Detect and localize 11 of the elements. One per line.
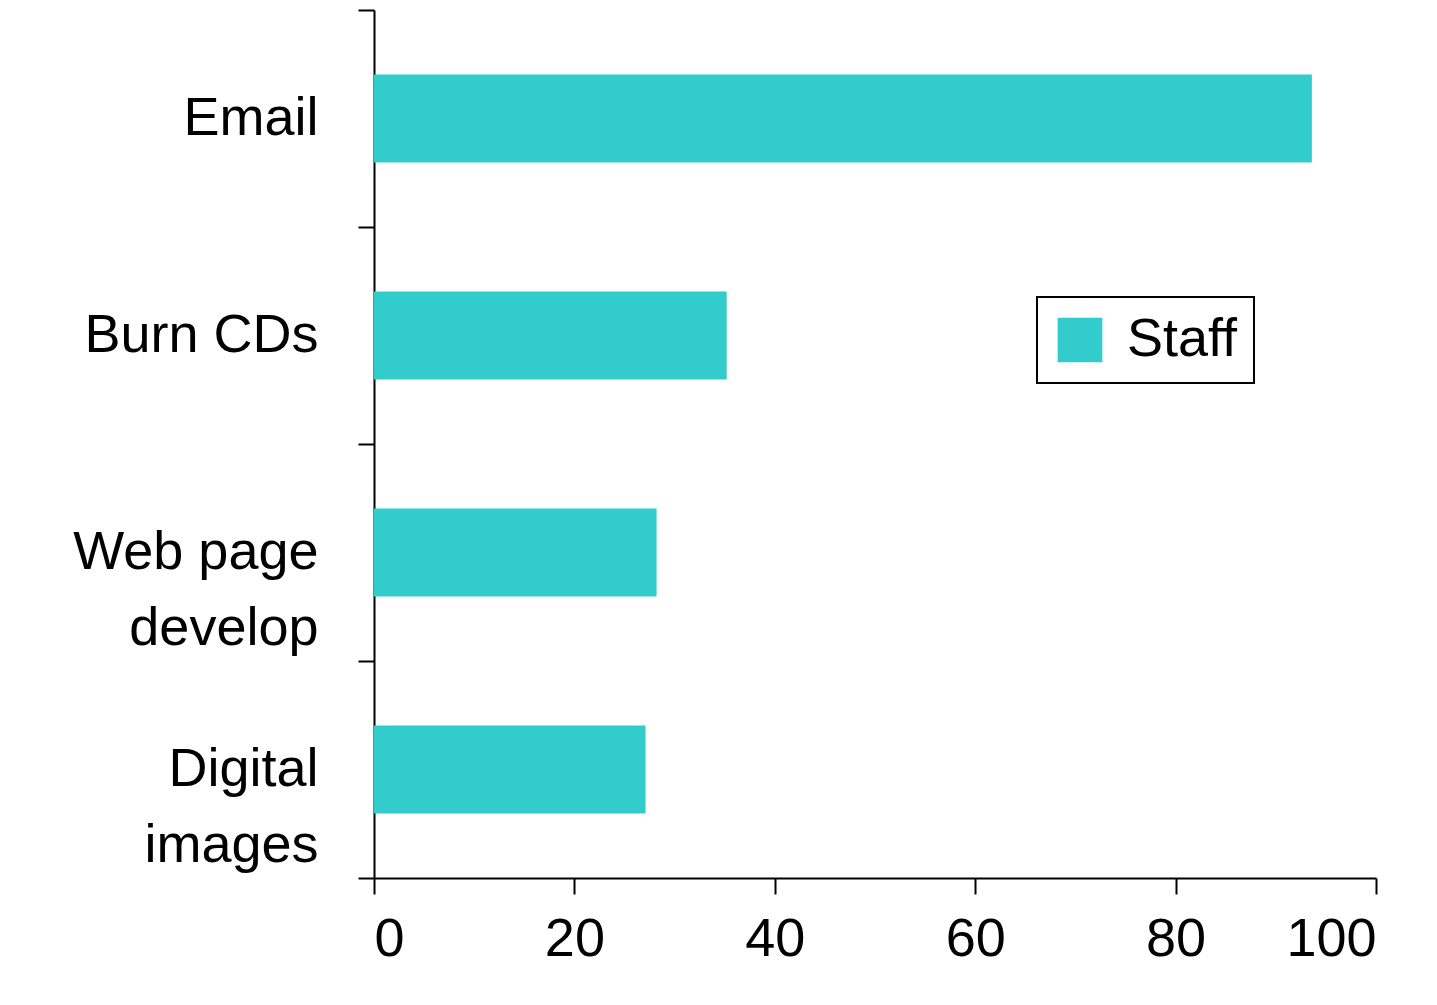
x-tick-label: 20: [544, 906, 605, 967]
y-tick-label: Web page develop: [73, 520, 319, 656]
y-tick-label: Burn CDs: [84, 303, 319, 363]
legend-label: Staff: [1127, 307, 1239, 367]
x-tick-label: 0: [374, 906, 405, 967]
x-tick-label: 80: [1146, 906, 1207, 967]
x-tick-label: 40: [745, 906, 806, 967]
y-tick-label: Digital images: [144, 737, 319, 873]
y-tick-label: Email: [183, 86, 319, 146]
x-tick-label: 100: [1286, 906, 1377, 967]
x-tick-label: 60: [945, 906, 1006, 967]
